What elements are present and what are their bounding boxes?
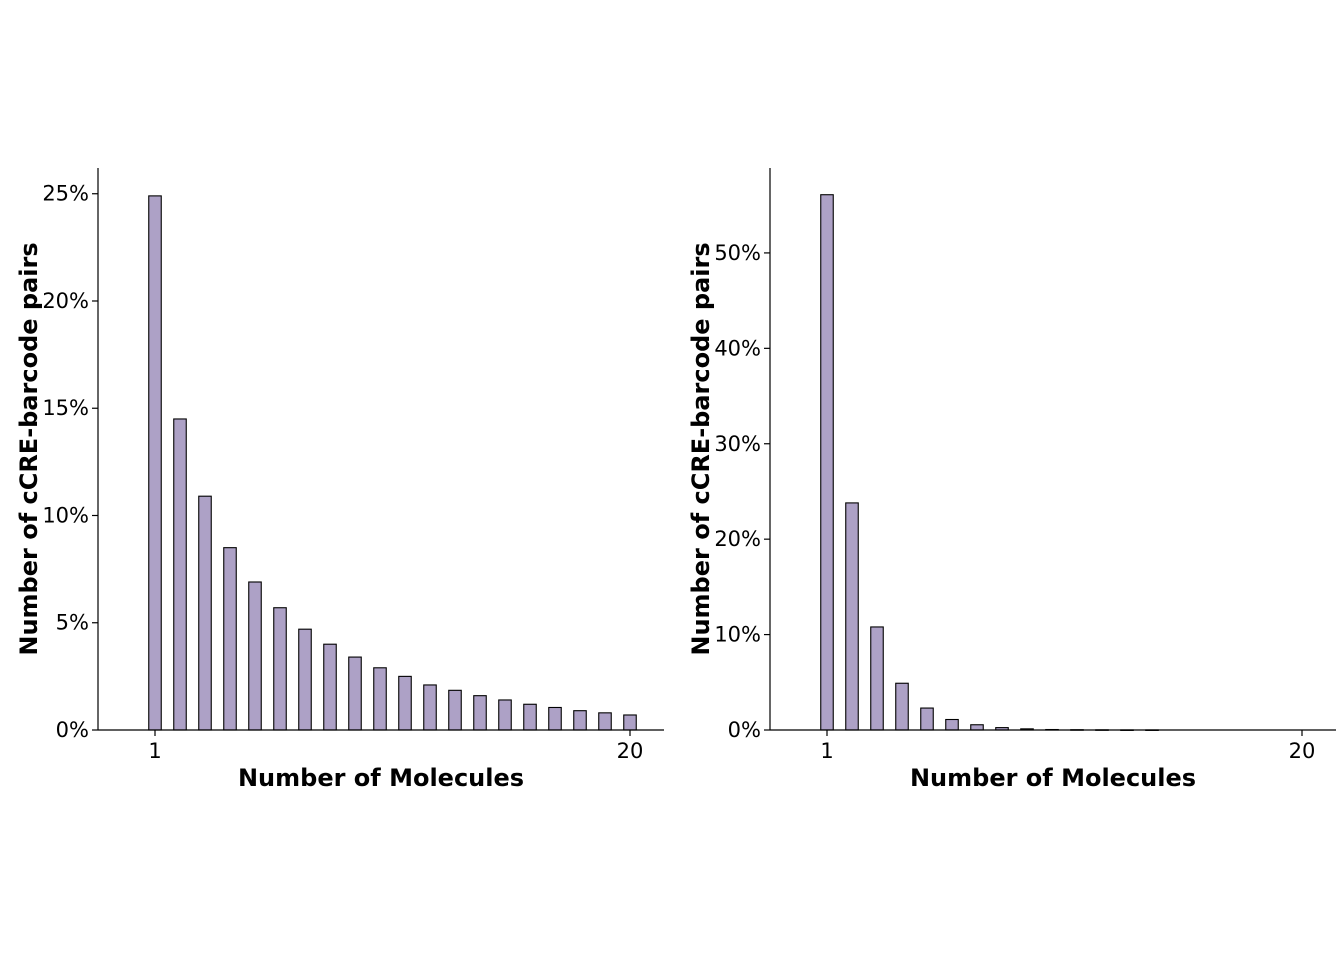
left-bar-12 <box>423 684 437 731</box>
right-bar-7 <box>970 724 984 731</box>
left-bar-15 <box>498 699 512 731</box>
left-bar-1 <box>148 195 162 731</box>
left-bar-8 <box>323 643 337 731</box>
right-y-axis-label: Number of cCRE-barcode pairs <box>687 242 715 655</box>
left-bar-18 <box>573 710 587 731</box>
left-y-tick-label: 5% <box>56 611 89 635</box>
left-bar-17 <box>548 706 562 731</box>
right-y-tick-label: 40% <box>714 336 761 360</box>
left-panel: 0% 5% 10% 15% 20% 25% 1 20 Number of Molecules… <box>15 168 664 792</box>
right-panel: 0% 10% 20% 30% 40% 50% 1 20 Number of Molecule… <box>687 168 1336 792</box>
left-bar-2 <box>173 418 187 731</box>
right-y-tick-label: 0% <box>728 718 761 742</box>
left-bar-5 <box>248 581 262 731</box>
left-bar-9 <box>348 656 362 731</box>
left-bar-6 <box>273 607 287 731</box>
left-bar-20 <box>623 714 637 731</box>
right-bar-3 <box>870 626 884 731</box>
left-bar-4 <box>223 547 237 731</box>
right-y-ticks: 0% 10% 20% 30% 40% 50% <box>714 241 770 742</box>
left-x-ticks: 1 20 <box>148 730 643 763</box>
left-bar-19 <box>598 712 612 731</box>
right-bar-6 <box>945 718 959 731</box>
left-y-tick-label: 0% <box>56 718 89 742</box>
right-x-tick-label: 20 <box>1289 739 1316 763</box>
right-bar-5 <box>920 707 934 731</box>
left-x-axis-label: Number of Molecules <box>238 764 524 792</box>
left-y-tick-label: 20% <box>42 289 89 313</box>
left-y-ticks: 0% 5% 10% 15% 20% 25% <box>42 182 98 742</box>
left-bar-14 <box>473 695 487 731</box>
left-bars <box>148 195 637 731</box>
right-y-tick-label: 20% <box>714 527 761 551</box>
left-y-axis-label: Number of cCRE-barcode pairs <box>15 242 43 655</box>
right-x-axis-label: Number of Molecules <box>910 764 1196 792</box>
left-x-tick-label: 20 <box>617 739 644 763</box>
left-bar-10 <box>373 667 387 731</box>
left-y-tick-label: 10% <box>42 503 89 527</box>
right-y-tick-label: 50% <box>714 241 761 265</box>
right-bar-2 <box>845 502 859 731</box>
left-bar-16 <box>523 703 537 731</box>
left-x-tick-label: 1 <box>148 739 161 763</box>
left-y-tick-label: 25% <box>42 182 89 206</box>
right-x-ticks: 1 20 <box>820 730 1315 763</box>
left-bar-11 <box>398 675 412 731</box>
left-bar-3 <box>198 495 212 731</box>
right-bars <box>820 194 1159 731</box>
right-bar-1 <box>820 194 834 731</box>
right-y-tick-label: 30% <box>714 432 761 456</box>
left-y-tick-label: 15% <box>42 396 89 420</box>
left-bar-7 <box>298 628 312 731</box>
right-bar-4 <box>895 682 909 731</box>
left-bar-13 <box>448 689 462 731</box>
right-x-tick-label: 1 <box>820 739 833 763</box>
right-y-tick-label: 10% <box>714 623 761 647</box>
